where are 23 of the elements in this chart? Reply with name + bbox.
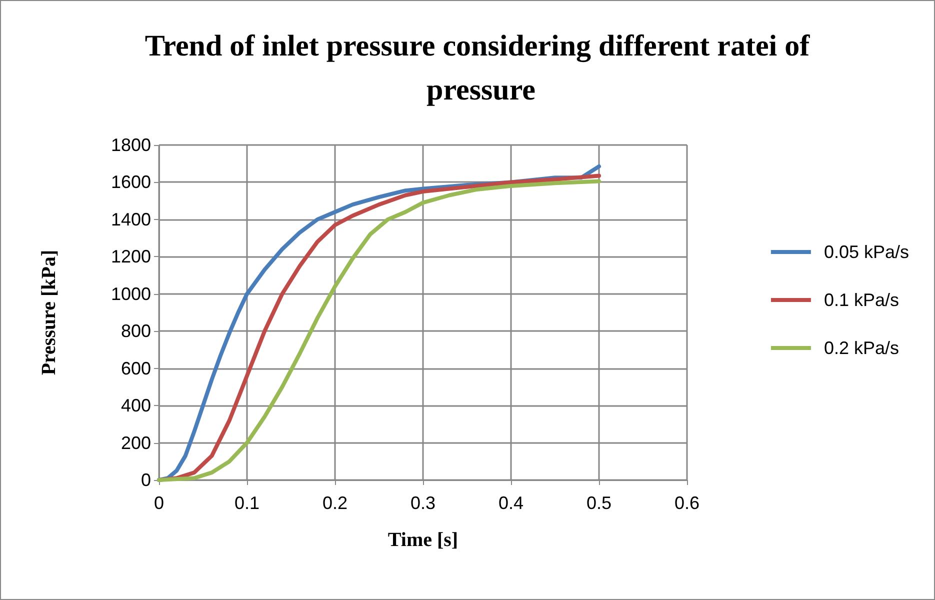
- x-tick-label: 0.5: [586, 493, 612, 513]
- y-tick-label: 1400: [110, 209, 151, 230]
- y-tick-label: 0: [140, 470, 151, 490]
- legend-label: 0.1 kPa/s: [824, 290, 899, 310]
- legend-label: 0.2 kPa/s: [824, 338, 899, 358]
- x-axis-title: Time [s]: [388, 529, 458, 551]
- y-tick-label: 600: [120, 358, 151, 378]
- x-tick-label: 0.3: [410, 493, 436, 513]
- y-tick-label: 1800: [110, 135, 151, 155]
- x-tick-label: 0.2: [322, 493, 348, 513]
- chart-title: Trend of inlet pressure considering different ratei of pressure: [144, 30, 818, 106]
- legend-label: 0.05 kPa/s: [824, 242, 910, 262]
- x-tick-label: 0.1: [234, 493, 260, 513]
- y-tick-label: 400: [120, 396, 151, 416]
- y-tick-label: 1200: [110, 246, 151, 267]
- y-axis-title: Pressure [kPa]: [38, 250, 60, 376]
- y-tick-label: 800: [120, 321, 151, 342]
- y-tick-label: 200: [120, 432, 151, 453]
- x-tick-label: 0.6: [674, 493, 700, 513]
- x-tick-label: 0.4: [498, 493, 524, 513]
- y-tick-label: 1000: [110, 284, 151, 304]
- y-tick-label: 1600: [110, 172, 151, 192]
- x-tick-label: 0: [154, 493, 164, 513]
